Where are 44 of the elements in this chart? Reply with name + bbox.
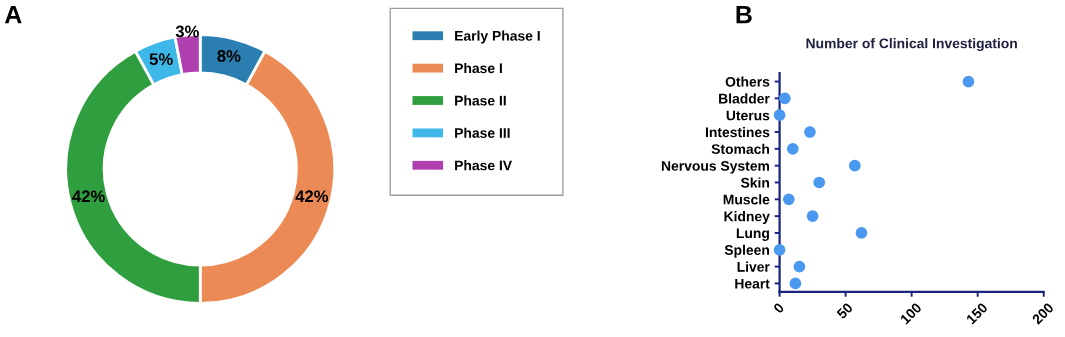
- legend-label: Early Phase I: [455, 30, 540, 44]
- y-tick-label: Nervous System: [661, 161, 769, 174]
- chart-title: Number of Clinical Investigation: [806, 38, 1017, 52]
- y-tick-label: Lung: [736, 228, 769, 241]
- x-tick-label: 150: [965, 302, 989, 325]
- data-label: 3%: [175, 25, 199, 38]
- point: [804, 126, 816, 138]
- point: [855, 227, 868, 239]
- y-tick-label: Intestines: [705, 126, 770, 138]
- x-tick-label: 100: [899, 302, 923, 325]
- point: [813, 176, 826, 189]
- y-tick-label: Liver: [737, 261, 770, 272]
- data-label: 5%: [149, 53, 173, 66]
- y-tick-label: Kidney: [724, 211, 770, 225]
- legend-label: Phase IV: [455, 160, 512, 171]
- y-tick-label: Spleen: [724, 244, 769, 258]
- point: [786, 142, 799, 155]
- point: [849, 159, 861, 172]
- y-tick-label: Muscle: [723, 194, 770, 205]
- point: [806, 210, 819, 222]
- point: [773, 243, 786, 256]
- data-label: 42%: [295, 190, 329, 203]
- y-tick-label: Stomach: [711, 143, 769, 155]
- legend-label: Phase III: [455, 127, 510, 138]
- data-label: 42%: [72, 190, 105, 203]
- y-tick-label: Heart: [735, 278, 770, 289]
- y-tick-label: Uterus: [726, 110, 770, 121]
- point: [793, 260, 806, 273]
- y-tick-label: Skin: [740, 177, 769, 188]
- point: [773, 109, 786, 122]
- y-tick-label: Bladder: [719, 93, 770, 104]
- x-tick-label: 200: [1031, 302, 1055, 325]
- point: [782, 193, 795, 206]
- text: B: [736, 5, 752, 24]
- x-tick-label: 0: [772, 302, 785, 314]
- y-tick-label: Others: [725, 76, 770, 87]
- legend-label: Phase I: [455, 62, 502, 74]
- point: [962, 75, 975, 88]
- point: [789, 277, 802, 290]
- text: A: [4, 5, 22, 24]
- data-label: 8%: [217, 50, 241, 62]
- point: [779, 92, 791, 105]
- x-tick-label: 50: [836, 302, 854, 320]
- legend-label: Phase II: [455, 95, 506, 106]
